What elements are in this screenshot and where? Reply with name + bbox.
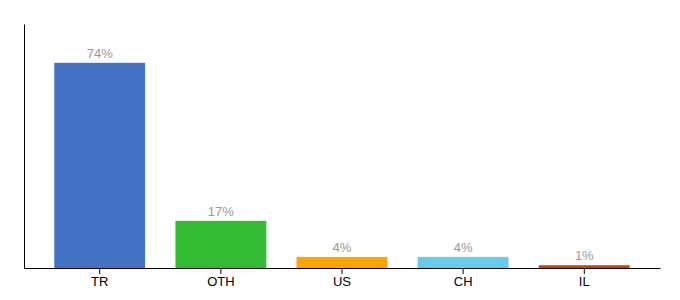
x-tick-label: OTH: [207, 274, 234, 289]
data-label: 74%: [87, 46, 113, 61]
data-label: 17%: [208, 204, 234, 219]
x-tick: CH: [454, 268, 473, 289]
x-tick-label: CH: [454, 274, 473, 289]
bar: [54, 63, 145, 268]
data-label: 4%: [333, 240, 352, 255]
x-tick-label: US: [333, 274, 351, 289]
x-tick-label: TR: [91, 274, 108, 289]
plot: 74% 17% 4% 4% 1% TR OTH US CH IL: [25, 25, 661, 290]
bar: [539, 265, 630, 268]
x-tick: TR: [91, 268, 108, 289]
x-tick: IL: [579, 268, 590, 289]
x-tick-mark: [584, 268, 585, 274]
x-tick-mark: [342, 268, 343, 274]
x-tick: US: [333, 268, 351, 289]
x-tick-mark: [463, 268, 464, 274]
x-tick: OTH: [207, 268, 234, 289]
x-tick-mark: [220, 268, 221, 274]
y-axis-line: [24, 25, 25, 269]
bar: [418, 257, 509, 268]
x-tick-mark: [99, 268, 100, 274]
bar: [175, 221, 266, 268]
bars: [54, 63, 629, 268]
x-axis: TR OTH US CH IL: [25, 268, 661, 289]
data-labels: 74% 17% 4% 4% 1%: [87, 46, 594, 263]
data-label: 4%: [454, 240, 473, 255]
data-label: 1%: [575, 248, 594, 263]
bar: [297, 257, 388, 268]
x-tick-label: IL: [579, 274, 590, 289]
y-axis: [24, 25, 25, 269]
chart: 74% 17% 4% 4% 1% TR OTH US CH IL: [0, 0, 680, 300]
